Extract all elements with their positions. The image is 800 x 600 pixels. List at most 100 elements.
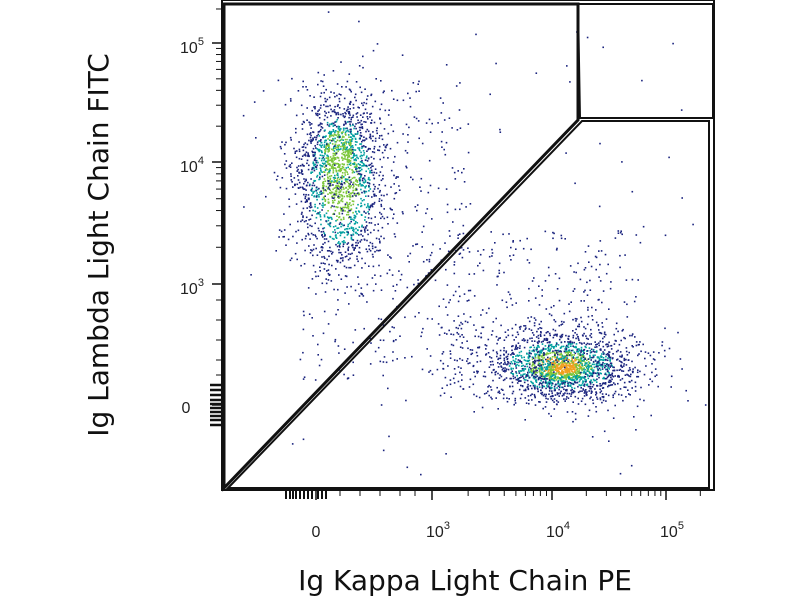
event-dot: [337, 130, 340, 133]
event-dot: [384, 149, 386, 152]
event-dot: [347, 246, 350, 249]
event-dot: [334, 164, 336, 166]
event-dot: [364, 175, 366, 177]
event-dot: [313, 159, 316, 161]
event-dot: [552, 372, 555, 374]
event-dot: [327, 11, 330, 13]
event-dot: [596, 396, 598, 399]
event-dot: [601, 322, 603, 324]
event-dot: [429, 254, 432, 257]
event-dot: [310, 249, 312, 251]
event-dot: [555, 352, 557, 355]
event-dot: [566, 374, 569, 377]
event-dot: [582, 367, 584, 370]
event-dot: [311, 317, 313, 319]
event-dot: [301, 123, 304, 125]
event-dot: [285, 187, 288, 190]
event-dot: [318, 364, 321, 367]
event-dot: [302, 188, 305, 190]
event-dot: [318, 157, 321, 160]
event-dot: [347, 213, 350, 216]
event-dot: [559, 368, 562, 370]
event-dot: [359, 183, 362, 185]
event-dot: [328, 170, 330, 173]
event-dot: [325, 135, 327, 137]
event-dot: [314, 206, 316, 208]
event-dot: [332, 176, 335, 179]
event-dot: [642, 225, 645, 228]
event-dot: [558, 395, 560, 397]
event-dot: [362, 235, 364, 237]
event-dot: [320, 150, 323, 152]
event-dot: [567, 342, 570, 345]
event-dot: [568, 350, 571, 352]
event-dot: [555, 373, 558, 375]
event-dot: [311, 109, 313, 112]
event-dot: [558, 353, 561, 356]
event-dot: [619, 266, 621, 269]
event-dot: [551, 372, 553, 374]
event-dot: [685, 389, 687, 392]
event-dot: [335, 130, 337, 132]
event-dot: [569, 81, 571, 83]
event-dot: [369, 205, 372, 208]
event-dot: [425, 212, 427, 215]
event-dot: [358, 20, 360, 23]
event-dot: [345, 150, 348, 152]
event-dot: [466, 321, 469, 324]
event-dot: [533, 371, 535, 373]
event-dot: [347, 233, 350, 235]
event-dot: [579, 361, 581, 363]
event-dot: [321, 154, 323, 157]
event-dot: [462, 336, 465, 338]
event-dot: [571, 386, 573, 389]
event-dot: [584, 361, 587, 364]
event-dot: [319, 215, 322, 218]
event-dot: [355, 220, 357, 223]
event-dot: [358, 179, 361, 181]
event-dot: [574, 381, 576, 383]
event-dot: [570, 345, 572, 347]
event-dot: [540, 350, 543, 352]
event-dot: [330, 123, 333, 125]
event-dot: [277, 79, 280, 82]
event-dot: [590, 387, 592, 390]
event-dot: [570, 382, 573, 385]
event-dot: [396, 222, 399, 224]
event-dot: [338, 188, 341, 191]
event-dot: [651, 380, 654, 383]
event-dot: [242, 114, 245, 117]
event-dot: [552, 345, 554, 348]
event-dot: [563, 364, 566, 367]
event-dot: [544, 395, 547, 398]
event-dot: [595, 410, 598, 413]
event-dot: [328, 136, 331, 138]
event-dot: [337, 227, 340, 229]
event-dot: [611, 372, 614, 375]
event-dot: [377, 346, 380, 349]
event-dot: [551, 369, 553, 372]
event-dot: [584, 391, 586, 393]
event-dot: [333, 146, 335, 148]
event-dot: [542, 363, 544, 366]
event-dot: [366, 128, 369, 131]
event-dot: [578, 360, 580, 363]
event-dot: [561, 386, 563, 389]
event-dot: [314, 153, 316, 155]
event-dot: [577, 353, 579, 355]
event-dot: [601, 396, 604, 398]
event-dot: [355, 188, 358, 191]
event-dot: [587, 377, 590, 380]
event-dot: [287, 238, 290, 241]
event-dot: [323, 155, 325, 157]
event-dot: [549, 387, 551, 390]
event-dot: [567, 368, 569, 370]
event-dot: [663, 349, 666, 352]
event-dot: [535, 368, 537, 371]
event-dot: [368, 186, 370, 188]
event-dot: [355, 178, 358, 181]
event-dot: [380, 103, 383, 106]
event-dot: [309, 133, 311, 135]
event-dot: [337, 125, 340, 128]
event-dot: [324, 189, 327, 191]
